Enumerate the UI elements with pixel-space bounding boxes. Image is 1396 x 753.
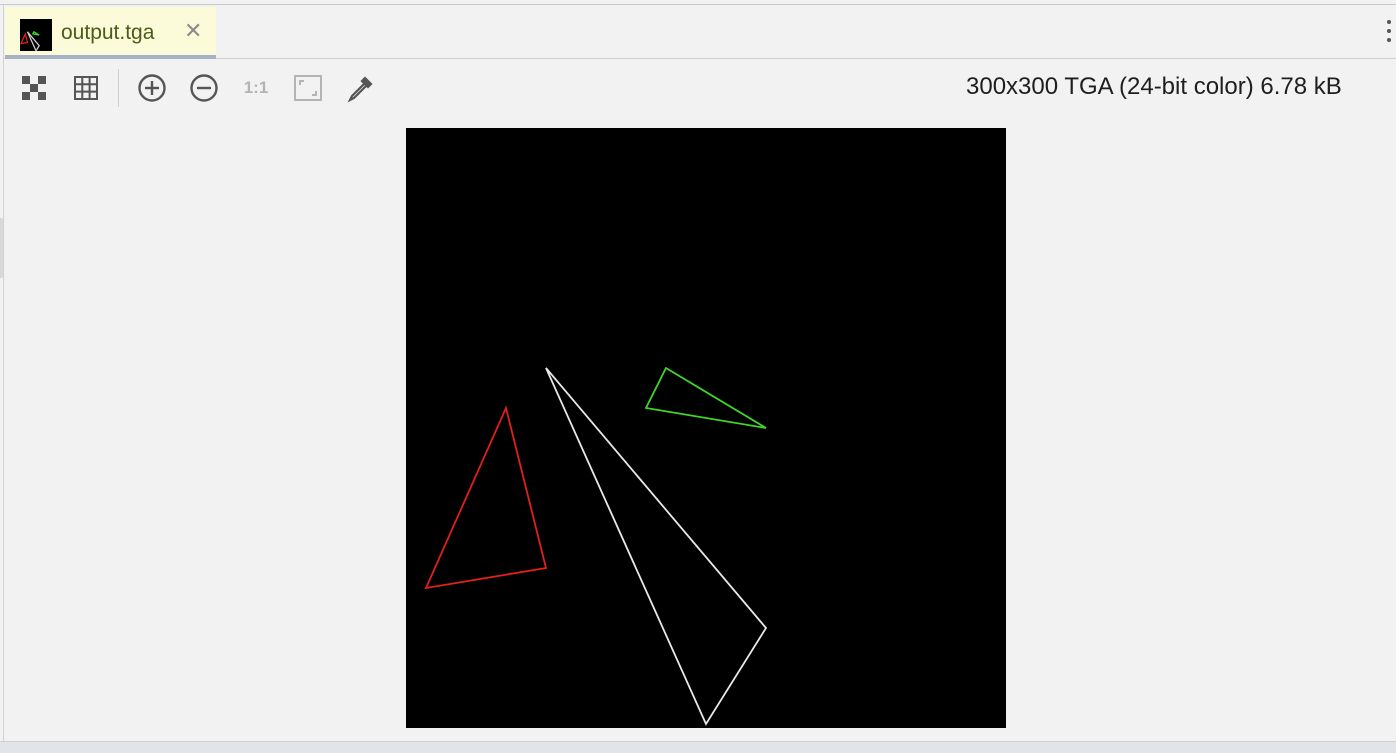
side-panel-handle[interactable] <box>0 218 3 278</box>
actual-size-icon[interactable]: 1:1 <box>239 71 273 105</box>
tab-output-tga[interactable]: output.tga ✕ <box>5 7 216 59</box>
active-tab-indicator <box>5 55 216 59</box>
triangle-3 <box>644 366 767 429</box>
zoom-in-icon[interactable] <box>135 71 169 105</box>
editor-tab-bar: output.tga ✕ <box>4 5 1396 59</box>
color-picker-icon[interactable] <box>344 71 378 105</box>
window-top-border <box>0 4 1396 5</box>
transparency-chessboard-icon[interactable] <box>17 71 51 105</box>
image-preview <box>406 128 1006 728</box>
actual-size-label: 1:1 <box>243 78 269 97</box>
window-left-border <box>3 5 4 743</box>
fit-to-window-icon[interactable] <box>291 71 325 105</box>
rendered-image <box>424 366 768 726</box>
close-icon[interactable]: ✕ <box>184 18 203 43</box>
image-canvas-area[interactable] <box>4 117 1396 741</box>
image-thumbnail-icon <box>19 19 52 53</box>
zoom-out-icon[interactable] <box>187 71 221 105</box>
tab-filename: output.tga <box>61 21 155 44</box>
image-editor-toolbar: 1:1 300x300 TGA (24-bit color) 6.78 kB <box>4 59 1396 117</box>
triangle-2 <box>545 367 768 726</box>
horizontal-scrollbar[interactable] <box>0 741 1396 753</box>
toolbar-separator <box>118 69 119 107</box>
image-info-label: 300x300 TGA (24-bit color) 6.78 kB <box>966 73 1342 100</box>
triangle-1 <box>424 405 548 590</box>
more-options-icon[interactable] <box>1384 17 1394 47</box>
grid-icon[interactable] <box>69 71 103 105</box>
